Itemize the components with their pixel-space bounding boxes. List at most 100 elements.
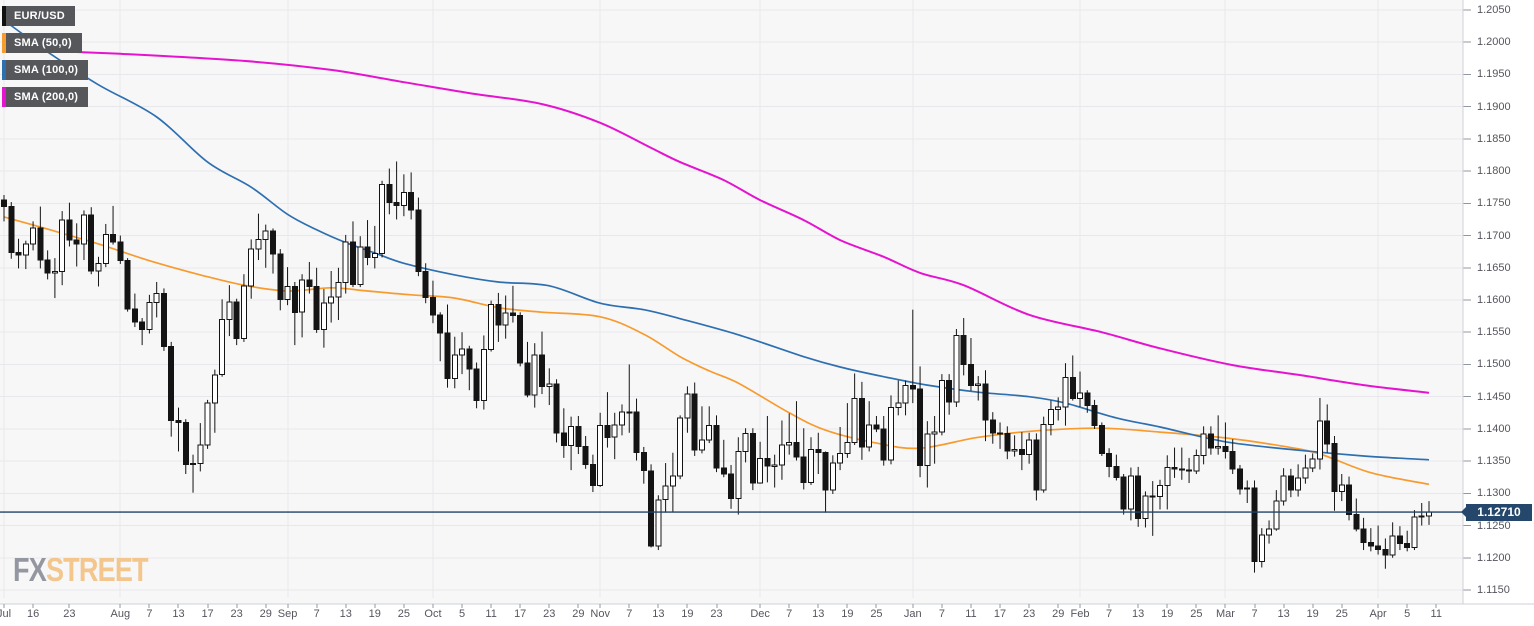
date-axis-label: 25 bbox=[870, 608, 883, 620]
date-axis-label: 7 bbox=[1106, 608, 1113, 620]
date-axis-label: Apr bbox=[1369, 608, 1387, 620]
candle-up bbox=[757, 458, 764, 484]
candle-down bbox=[648, 470, 655, 547]
legend-label: EUR/USD bbox=[14, 10, 65, 22]
candle-down bbox=[822, 452, 829, 491]
legend-item-symbol[interactable]: EUR/USD bbox=[2, 6, 75, 26]
price-axis-label: 1.1250 bbox=[1477, 519, 1511, 532]
candle-down bbox=[691, 393, 698, 451]
candle-up bbox=[1418, 515, 1425, 518]
date-axis-label: 13 bbox=[1132, 608, 1145, 620]
candle-down bbox=[997, 432, 1003, 435]
legend-item-sma-2000[interactable]: SMA (200,0) bbox=[2, 87, 89, 107]
price-axis-label: 1.1800 bbox=[1477, 165, 1511, 178]
price-axis-label: 1.1900 bbox=[1477, 100, 1511, 113]
candle-down bbox=[1324, 420, 1331, 445]
candle-down bbox=[1331, 443, 1338, 492]
candle-up bbox=[488, 304, 495, 351]
candle-down bbox=[1084, 392, 1091, 407]
candle-down bbox=[582, 445, 589, 465]
date-axis-label: 19 bbox=[368, 608, 381, 620]
candle-up bbox=[226, 301, 233, 320]
date-axis-label: 13 bbox=[172, 608, 185, 620]
candle-down bbox=[277, 253, 284, 300]
candle-down bbox=[1106, 452, 1113, 467]
date-axis-label: Feb bbox=[1070, 608, 1090, 620]
date-axis-label: Nov bbox=[590, 608, 610, 620]
legend-item-sma-500[interactable]: SMA (50,0) bbox=[2, 33, 82, 53]
candle-down bbox=[44, 259, 51, 274]
date-axis-label: 23 bbox=[710, 608, 723, 620]
candle-up bbox=[829, 462, 836, 491]
candle-down bbox=[306, 279, 313, 287]
candle-up bbox=[480, 349, 487, 402]
candle-down bbox=[393, 202, 400, 206]
candle-down bbox=[1004, 432, 1011, 452]
date-axis-label: 17 bbox=[514, 608, 527, 620]
candle-up bbox=[335, 282, 342, 298]
candle-down bbox=[37, 227, 44, 261]
candle-down bbox=[1069, 376, 1076, 400]
candle-up bbox=[219, 318, 226, 376]
date-axis-label: 7 bbox=[786, 608, 793, 620]
date-axis-label: Mar bbox=[1215, 608, 1235, 620]
candle-up bbox=[1258, 534, 1265, 563]
candle-up bbox=[662, 485, 669, 501]
candle-down bbox=[917, 388, 924, 467]
price-axis-label: 1.1150 bbox=[1477, 584, 1510, 596]
candle-down bbox=[73, 239, 80, 245]
candle-up bbox=[51, 271, 58, 274]
candle-up bbox=[866, 424, 873, 448]
price-axis[interactable]: 1.2050 1.2000 1.1950 1.1900 1.1850 1.1800 1.17… bbox=[1463, 0, 1534, 604]
candle-up bbox=[851, 398, 858, 443]
candle-down bbox=[1237, 468, 1243, 490]
candle-up bbox=[1316, 420, 1323, 460]
candle-down bbox=[1149, 495, 1156, 498]
price-axis-label: 1.1850 bbox=[1477, 132, 1511, 145]
candle-up bbox=[771, 464, 778, 467]
date-axis-label: 25 bbox=[1335, 608, 1348, 620]
candle-down bbox=[422, 271, 429, 298]
price-axis-label: 1.2000 bbox=[1477, 36, 1511, 49]
date-axis-label: 13 bbox=[1277, 608, 1290, 620]
date-axis-label: 25 bbox=[397, 608, 410, 620]
candle-down bbox=[1186, 469, 1193, 472]
candle-up bbox=[1266, 528, 1273, 536]
candle-down bbox=[604, 425, 611, 438]
candle-down bbox=[1135, 475, 1142, 519]
price-axis-label: 1.1550 bbox=[1477, 326, 1511, 339]
plot-background bbox=[0, 0, 1463, 604]
candle-down bbox=[968, 363, 974, 387]
candle-up bbox=[1280, 475, 1287, 502]
candle-up bbox=[342, 241, 349, 284]
candle-down bbox=[495, 304, 502, 326]
candle-up bbox=[1295, 477, 1302, 491]
candle-down bbox=[313, 286, 320, 331]
candle-down bbox=[539, 354, 545, 387]
candle-down bbox=[1091, 405, 1098, 427]
date-axis-label: 11 bbox=[1430, 608, 1442, 620]
candle-up bbox=[953, 334, 960, 403]
candle-down bbox=[1375, 545, 1382, 550]
candle-up bbox=[931, 431, 938, 435]
date-axis-label: 13 bbox=[339, 608, 352, 620]
legend-item-sma-1000[interactable]: SMA (100,0) bbox=[2, 60, 89, 80]
candle-up bbox=[81, 214, 87, 245]
time-axis[interactable]: Jul 16 23 Aug 7 13 17 23 29 Sep 7 13 19 25 Oct 5 11 17 23 2… bbox=[0, 604, 1534, 626]
candle-up bbox=[59, 219, 66, 273]
legend-label: SMA (100,0) bbox=[14, 64, 79, 76]
candle-down bbox=[946, 380, 953, 403]
candle-down bbox=[88, 214, 95, 272]
candle-up bbox=[844, 441, 851, 454]
legend-color-bar bbox=[2, 6, 6, 26]
candle-down bbox=[815, 449, 822, 454]
candle-up bbox=[328, 296, 335, 304]
chart-legend: EUR/USD SMA (50,0) SMA (100,0) SMA (200,0) bbox=[2, 6, 89, 114]
candle-up bbox=[30, 227, 37, 245]
candle-up bbox=[1302, 467, 1309, 479]
candle-down bbox=[1207, 433, 1214, 449]
candle-down bbox=[168, 345, 175, 421]
date-axis-label: 11 bbox=[485, 608, 497, 620]
